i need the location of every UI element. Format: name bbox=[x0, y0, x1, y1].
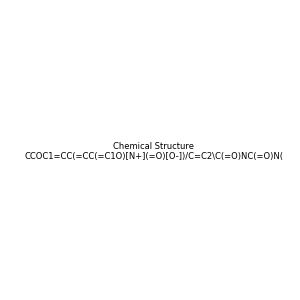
Text: Chemical Structure
CCOC1=CC(=CC(=C1O)[N+](=O)[O-])/C=C2\C(=O)NC(=O)N(: Chemical Structure CCOC1=CC(=CC(=C1O)[N+… bbox=[24, 142, 283, 161]
